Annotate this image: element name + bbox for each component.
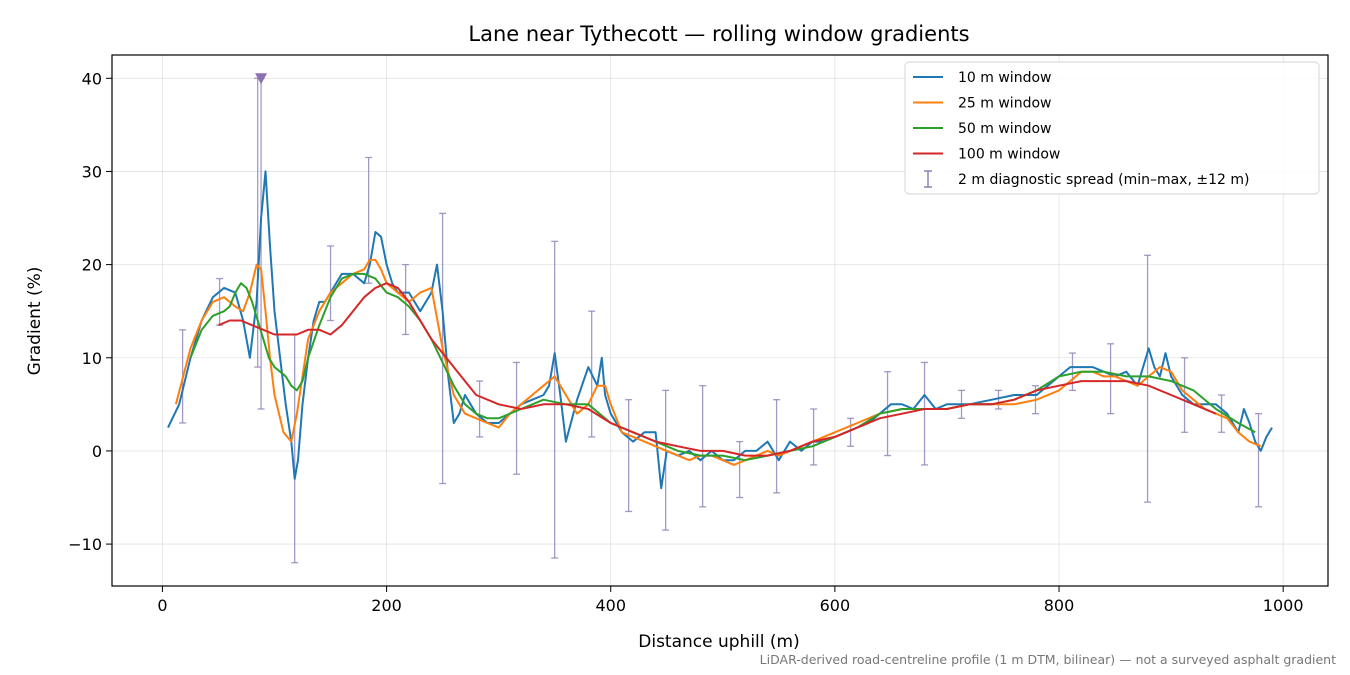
y-tick-label: 20 — [82, 256, 102, 275]
x-tick-label: 1000 — [1263, 596, 1304, 615]
series-line — [218, 282, 1217, 457]
series-line — [167, 170, 1273, 490]
series-line — [189, 272, 1256, 462]
x-tick-label: 0 — [157, 596, 167, 615]
y-tick-label: 0 — [92, 442, 102, 461]
x-axis-label: Distance uphill (m) — [638, 632, 799, 652]
y-tick-label: 30 — [82, 162, 102, 181]
legend-label: 25 m window — [958, 96, 1051, 112]
plot-frame — [111, 54, 1329, 587]
y-tick-label: 40 — [82, 69, 102, 88]
data-layer — [167, 73, 1273, 564]
legend-label: 100 m window — [958, 147, 1060, 163]
x-tick-label: 400 — [595, 596, 626, 615]
clipped-marker — [255, 73, 268, 85]
legend-label: 2 m diagnostic spread (min–max, ±12 m) — [958, 172, 1249, 188]
y-tick-label: 10 — [82, 349, 102, 368]
legend: 10 m window 25 m window 50 m window 100 m w… — [904, 61, 1320, 195]
chart-title: Lane near Tythecott — rolling window gra… — [468, 22, 969, 46]
y-axis-label: Gradient (%) — [25, 267, 45, 376]
footnote: LiDAR-derived road-centreline profile (1… — [760, 652, 1336, 667]
legend-label: 50 m window — [958, 121, 1051, 137]
legend-box — [904, 61, 1320, 195]
y-tick-label: −10 — [68, 535, 102, 554]
x-tick-label: 600 — [820, 596, 851, 615]
legend-label: 10 m window — [958, 70, 1051, 86]
x-tick-label: 800 — [1044, 596, 1075, 615]
axis-ticks: 0 200 400 600 800 1000 −10 0 10 20 30 40 — [68, 69, 1303, 615]
x-tick-label: 200 — [371, 596, 402, 615]
series-line — [174, 258, 1262, 466]
